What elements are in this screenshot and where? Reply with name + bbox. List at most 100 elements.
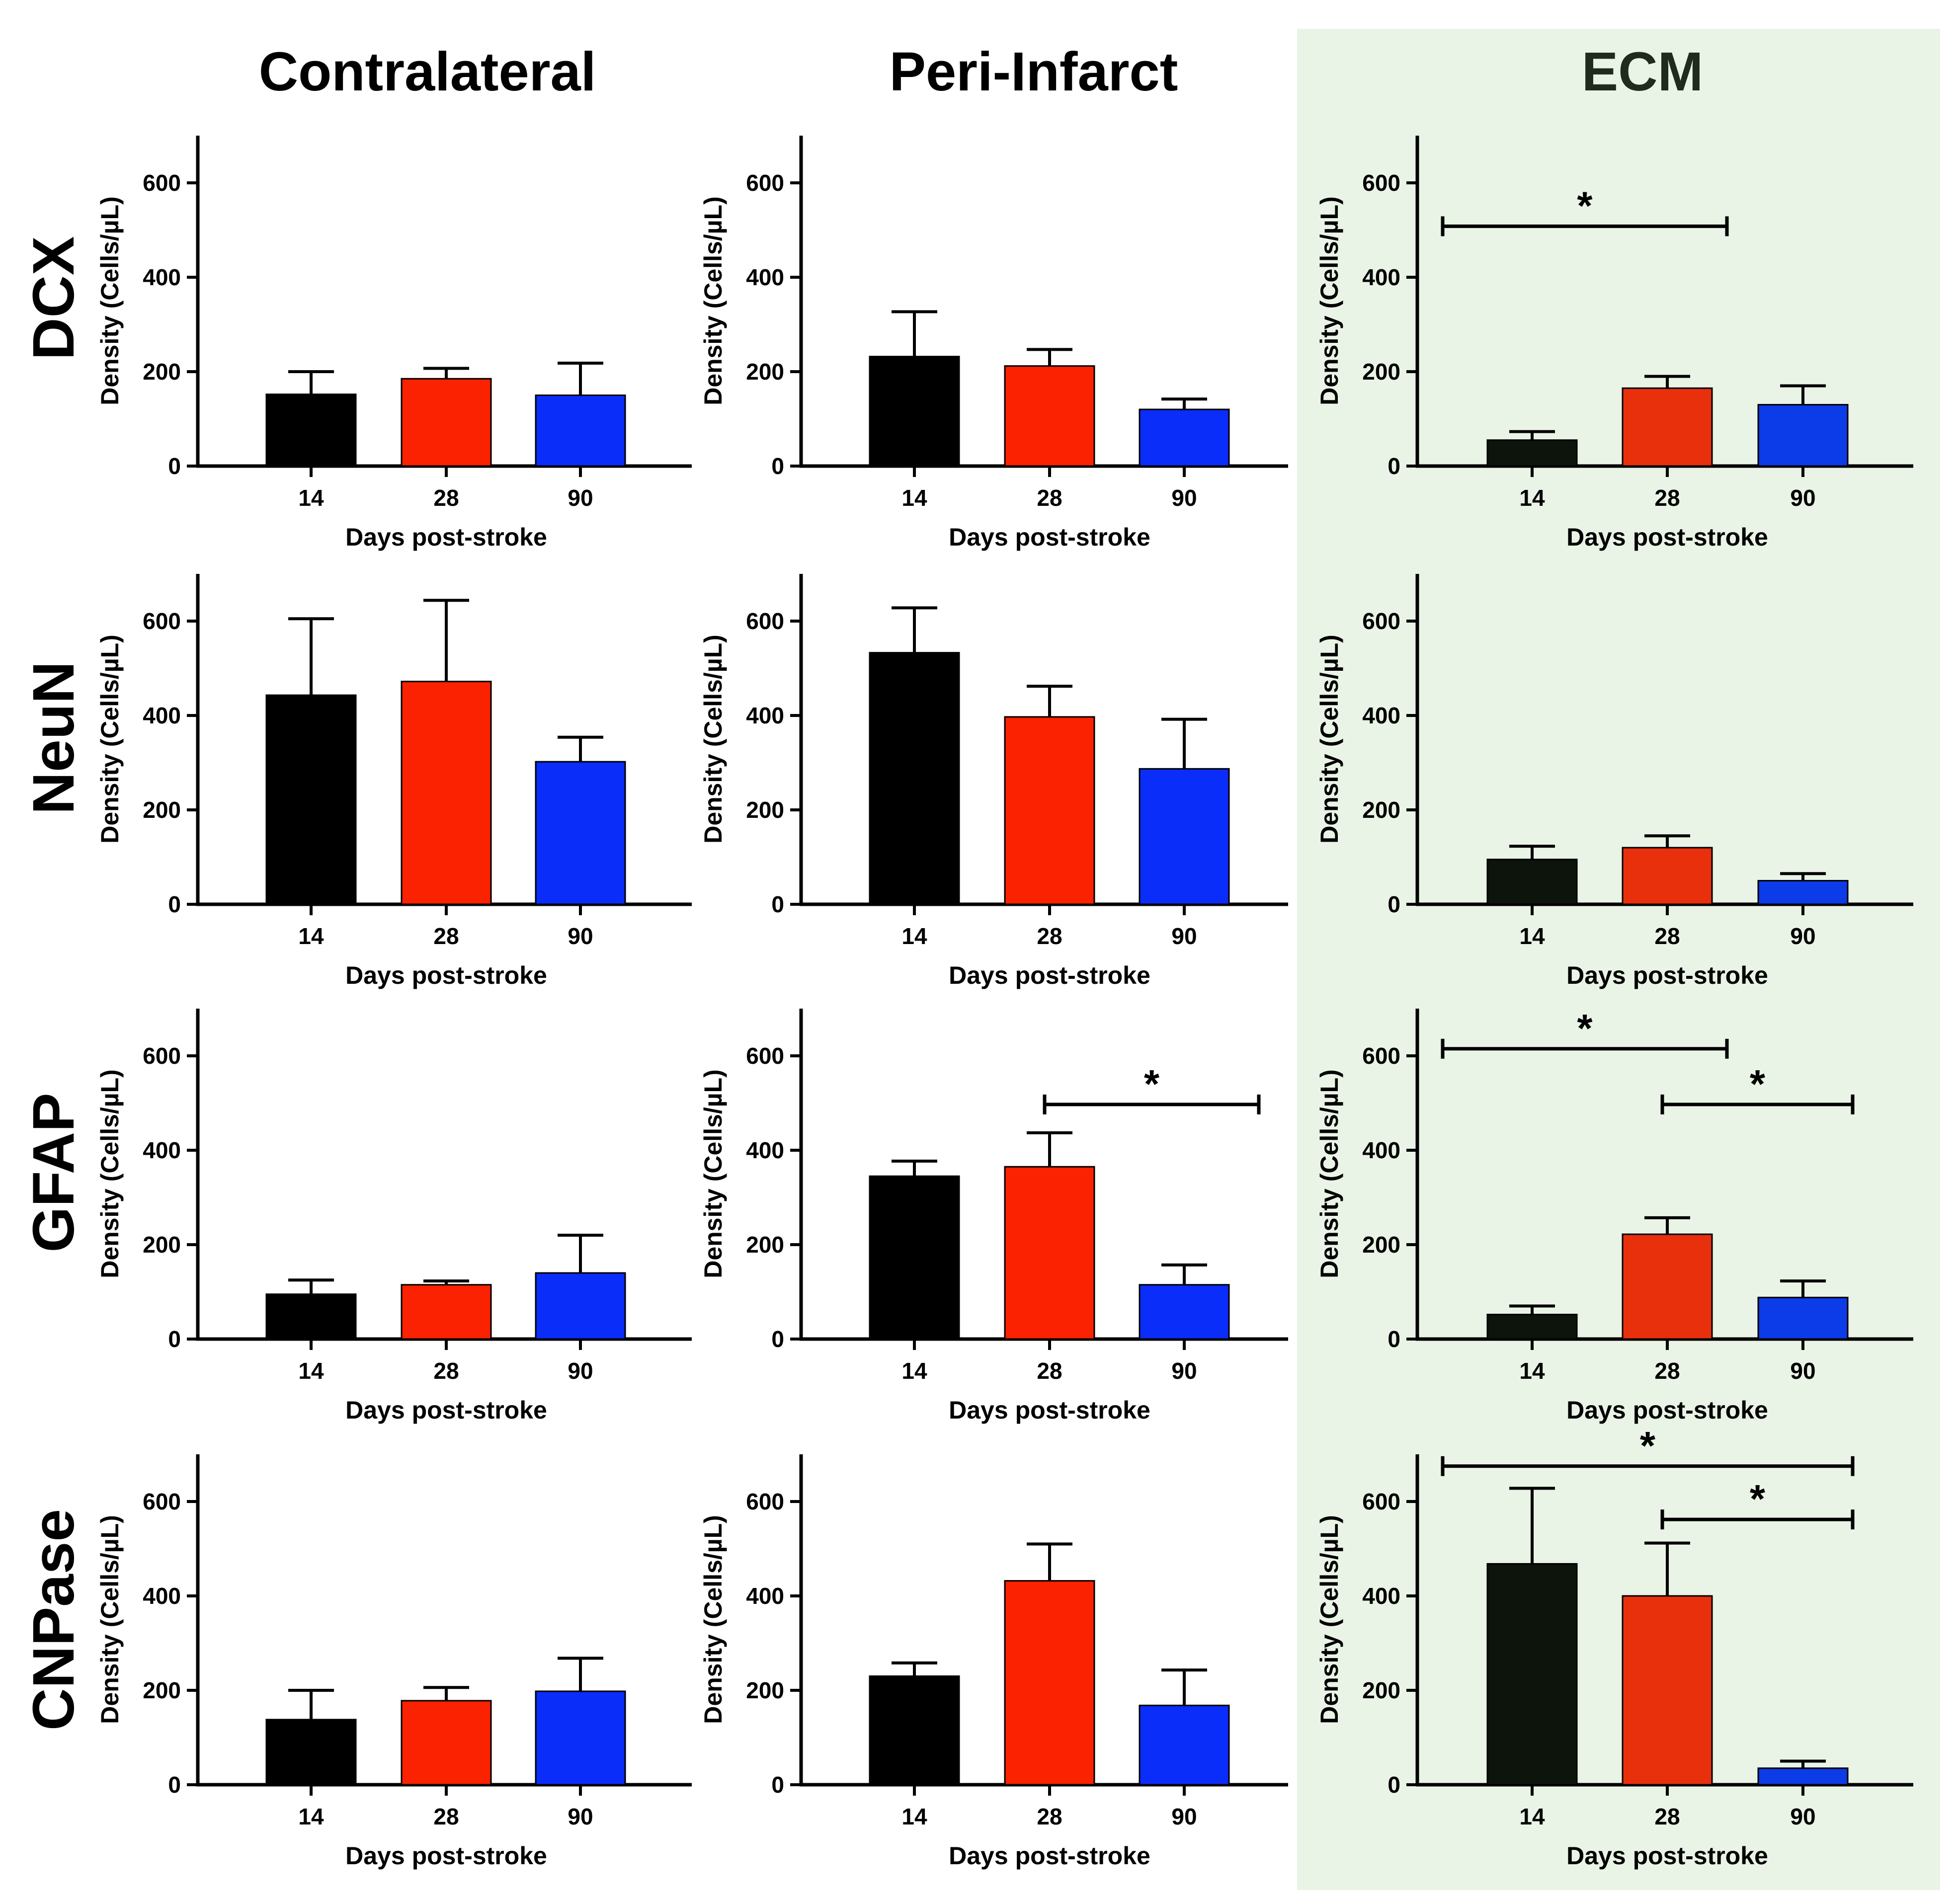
y-tick-label: 0	[168, 1772, 181, 1798]
y-tick-label: 600	[746, 1489, 784, 1514]
x-tick-label: 90	[1171, 1358, 1197, 1384]
y-tick-label: 0	[771, 1772, 784, 1798]
ecm-column-background	[1297, 29, 1940, 1890]
x-tick-label: 28	[433, 1804, 459, 1829]
bar-day-90	[1757, 880, 1849, 905]
y-tick-label: 400	[746, 1583, 784, 1609]
y-tick-label: 0	[1388, 1772, 1400, 1798]
row-title-dcx: DCX	[21, 236, 86, 360]
y-axis-label: Density (Cells/µL)	[699, 634, 727, 844]
y-tick-label: 0	[1388, 1326, 1400, 1352]
chart-neun-contralateral: 0 200 400 600 Density (Cells/µL) 14 28 90 Days p…	[96, 574, 692, 989]
bar-day-90	[535, 395, 626, 467]
y-tick-label: 0	[771, 891, 784, 917]
x-tick-label: 90	[568, 923, 593, 949]
y-tick-label: 200	[1362, 1677, 1400, 1703]
x-tick-label: 28	[1654, 485, 1680, 511]
y-axis-label: Density (Cells/µL)	[96, 634, 124, 844]
y-tick-label: 400	[143, 703, 181, 728]
chart-dcx-ecm: 0 200 400 600 Density (Cells/µL) 14 28 90 Days p…	[1315, 136, 1913, 551]
y-tick-label: 0	[168, 891, 181, 917]
y-tick-label: 600	[1362, 170, 1400, 196]
x-tick-label: 14	[298, 485, 324, 511]
chart-gfap-ecm: 0 200 400 600 Density (Cells/µL) 14 28 90 Days p…	[1315, 1006, 1913, 1424]
bar-day-28	[401, 681, 492, 905]
x-axis-label: Days post-stroke	[1566, 961, 1768, 989]
y-tick-label: 200	[1362, 359, 1400, 385]
chart-cnpase-contralateral: 0 200 400 600 Density (Cells/µL) 14 28 90 Days p…	[96, 1454, 692, 1870]
chart-dcx-contralateral: 0 200 400 600 Density (Cells/µL) 14 28 90 Days p…	[96, 136, 692, 551]
y-tick-label: 200	[746, 359, 784, 385]
x-tick-label: 14	[298, 1804, 324, 1829]
y-tick-label: 0	[1388, 453, 1400, 479]
chart-gfap-contralateral: 0 200 400 600 Density (Cells/µL) 14 28 90 Days p…	[96, 1009, 692, 1424]
y-tick-label: 400	[746, 703, 784, 728]
y-tick-label: 0	[771, 453, 784, 479]
y-axis-label: Density (Cells/µL)	[1315, 196, 1343, 405]
bar-day-14	[1486, 1314, 1578, 1340]
x-tick-label: 90	[568, 1804, 593, 1829]
column-title-peri-infarct: Peri-Infarct	[890, 41, 1178, 102]
y-tick-label: 200	[143, 359, 181, 385]
bar-day-28	[1622, 1595, 1713, 1786]
x-axis-label: Days post-stroke	[949, 523, 1150, 551]
chart-neun-ecm: 0 200 400 600 Density (Cells/µL) 14 28 90 Days p…	[1315, 574, 1913, 989]
y-tick-label: 200	[1362, 1232, 1400, 1258]
y-tick-label: 400	[1362, 1583, 1400, 1609]
y-tick-label: 600	[1362, 608, 1400, 634]
bar-day-28	[1622, 1233, 1713, 1340]
x-tick-label: 14	[1519, 485, 1545, 511]
x-tick-label: 14	[901, 1804, 927, 1829]
bar-day-90	[1757, 1767, 1849, 1786]
bar-day-14	[1486, 859, 1578, 905]
y-tick-label: 400	[143, 264, 181, 290]
x-tick-label: 90	[568, 485, 593, 511]
bar-day-90	[535, 1690, 626, 1786]
x-tick-label: 14	[298, 1358, 324, 1384]
bar-day-14	[869, 652, 960, 905]
x-tick-label: 14	[901, 923, 927, 949]
y-tick-label: 200	[746, 1232, 784, 1258]
y-tick-label: 600	[1362, 1043, 1400, 1069]
y-tick-label: 200	[746, 1677, 784, 1703]
x-tick-label: 14	[298, 923, 324, 949]
chart-neun-peri-infarct: 0 200 400 600 Density (Cells/µL) 14 28 90 Days p…	[699, 574, 1288, 989]
x-axis-label: Days post-stroke	[949, 1396, 1150, 1424]
column-title-contralateral: Contralateral	[259, 41, 596, 102]
y-tick-label: 600	[143, 1489, 181, 1514]
bar-day-28	[1622, 387, 1713, 467]
bar-day-28	[1004, 1166, 1095, 1340]
y-tick-label: 400	[746, 1137, 784, 1163]
y-tick-label: 400	[143, 1137, 181, 1163]
x-axis-label: Days post-stroke	[345, 523, 547, 551]
row-title-neun: NeuN	[21, 661, 86, 814]
x-tick-label: 14	[1519, 1358, 1545, 1384]
y-tick-label: 400	[1362, 1137, 1400, 1163]
x-axis-label: Days post-stroke	[949, 1842, 1150, 1870]
y-tick-label: 0	[168, 1326, 181, 1352]
y-axis-label: Density (Cells/µL)	[96, 196, 124, 405]
bar-day-14	[265, 1293, 357, 1340]
y-tick-label: 400	[1362, 703, 1400, 728]
y-axis-label: Density (Cells/µL)	[96, 1515, 124, 1724]
x-tick-label: 28	[1654, 923, 1680, 949]
y-tick-label: 600	[143, 170, 181, 196]
bar-day-14	[265, 394, 357, 467]
y-tick-label: 0	[168, 453, 181, 479]
y-axis-label: Density (Cells/µL)	[699, 1515, 727, 1724]
y-tick-label: 200	[1362, 797, 1400, 823]
column-title-ecm: ECM	[1582, 41, 1703, 102]
y-tick-label: 0	[1388, 891, 1400, 917]
y-axis-label: Density (Cells/µL)	[699, 1069, 727, 1278]
bar-day-28	[1622, 847, 1713, 905]
bar-day-28	[401, 378, 492, 467]
significance-star: *	[1750, 1062, 1766, 1106]
x-tick-label: 90	[1171, 485, 1197, 511]
bar-day-14	[869, 356, 960, 467]
bar-day-90	[1139, 1284, 1230, 1340]
significance-star: *	[1750, 1477, 1766, 1521]
x-axis-label: Days post-stroke	[949, 961, 1150, 989]
y-axis-label: Density (Cells/µL)	[1315, 634, 1343, 844]
